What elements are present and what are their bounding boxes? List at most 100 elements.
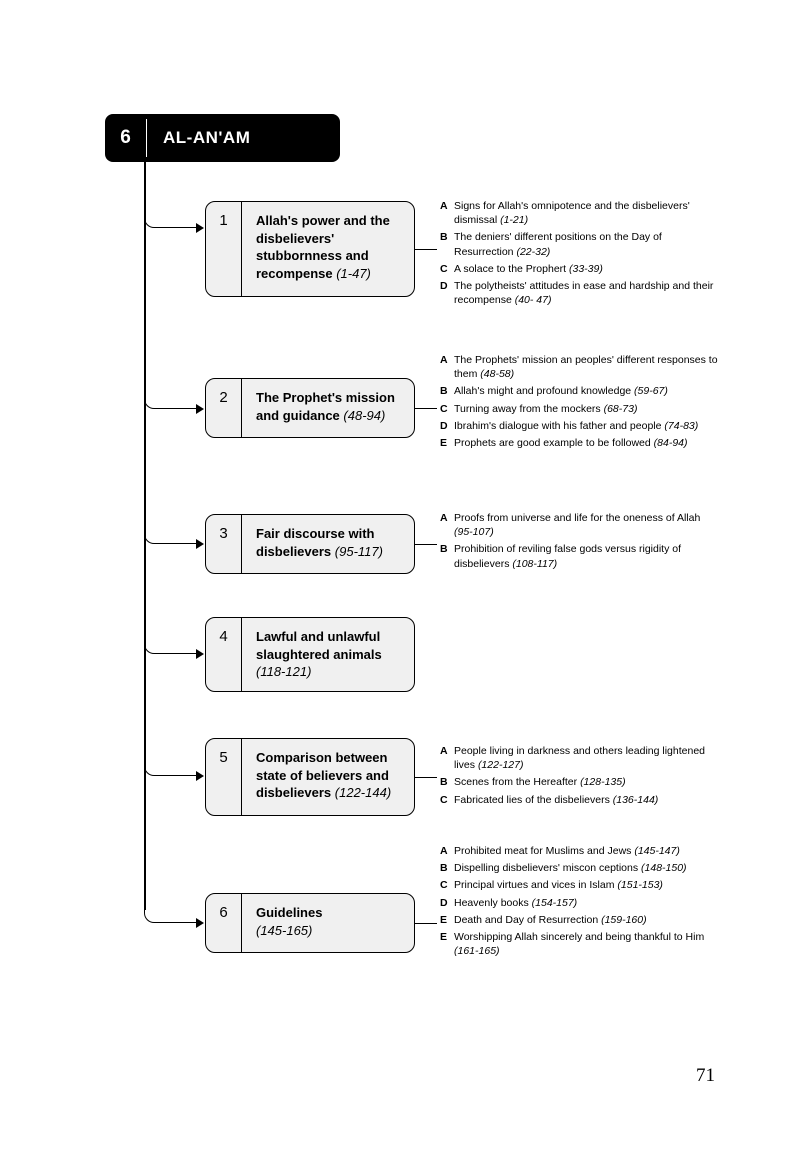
sub-range: (159-160) [601,914,647,926]
sub-letter: A [440,199,454,227]
sub-text: The polytheists' attitudes in ease and h… [454,279,720,307]
arrow-icon [196,771,204,781]
section-range: (1-47) [336,266,371,281]
section-box: 5Comparison between state of believers a… [205,738,415,816]
sub-item: CPrincipal virtues and vices in Islam (1… [440,878,720,892]
sub-list: AProofs from universe and life for the o… [440,511,720,574]
arrow-icon [196,539,204,549]
section-range: (48-94) [343,408,385,423]
sub-text: The deniers' different positions on the … [454,230,720,258]
section-number: 4 [206,618,242,691]
sub-item: AProhibited meat for Muslims and Jews (1… [440,844,720,858]
sub-text: Death and Day of Resurrection (159-160) [454,913,720,927]
branch-connector [144,762,198,776]
sub-text: The Prophets' mission an peoples' differ… [454,353,720,381]
sub-connector [415,777,437,778]
section-range: (122-144) [335,785,391,800]
section-title: Fair discourse with disbelievers (95-117… [242,515,414,573]
page-number: 71 [696,1065,715,1087]
sub-list: AThe Prophets' mission an peoples' diffe… [440,353,720,453]
section-box: 4Lawful and unlawful slaughtered animals… [205,617,415,692]
sub-item: DThe polytheists' attitudes in ease and … [440,279,720,307]
chapter-number: 6 [105,119,147,157]
sub-range: (22-32) [516,246,550,258]
sub-letter: C [440,402,454,416]
sub-item: BScenes from the Hereafter (128-135) [440,775,720,789]
sub-letter: B [440,542,454,570]
sub-connector [415,408,437,409]
sub-text: Signs for Allah's omnipotence and the di… [454,199,720,227]
sub-text: Prophets are good example to be followed… [454,436,720,450]
branch-connector [144,909,198,923]
section-box: 6Guidelines (145-165) [205,893,415,953]
branch-connector [144,214,198,228]
section-number: 2 [206,379,242,437]
sub-item: ASigns for Allah's omnipotence and the d… [440,199,720,227]
sub-letter: C [440,878,454,892]
sub-item: BDispelling disbelievers' miscon ception… [440,861,720,875]
sub-item: EWorshipping Allah sincerely and being t… [440,930,720,958]
sub-text: Worshipping Allah sincerely and being th… [454,930,720,958]
sub-range: (95-107) [454,526,494,538]
sub-text: Ibrahim's dialogue with his father and p… [454,419,720,433]
chapter-header: 6 AL-AN'AM [105,114,340,162]
sub-range: (48-58) [480,368,514,380]
sub-letter: D [440,279,454,307]
sub-connector [415,544,437,545]
sub-text: Allah's might and profound knowledge (59… [454,384,720,398]
sub-item: EDeath and Day of Resurrection (159-160) [440,913,720,927]
section-number: 6 [206,894,242,952]
sub-text: Prohibited meat for Muslims and Jews (14… [454,844,720,858]
arrow-icon [196,649,204,659]
sub-item: AThe Prophets' mission an peoples' diffe… [440,353,720,381]
sub-text: Dispelling disbelievers' miscon ceptions… [454,861,720,875]
sub-item: AProofs from universe and life for the o… [440,511,720,539]
sub-item: DIbrahim's dialogue with his father and … [440,419,720,433]
sub-text: Principal virtues and vices in Islam (15… [454,878,720,892]
sub-item: BAllah's might and profound knowledge (5… [440,384,720,398]
sub-item: DHeavenly books (154-157) [440,896,720,910]
sub-letter: A [440,511,454,539]
sub-range: (68-73) [604,403,638,415]
sub-connector [415,249,437,250]
branch-connector [144,530,198,544]
section-number: 3 [206,515,242,573]
chapter-title: AL-AN'AM [147,128,250,148]
sub-list: AProhibited meat for Muslims and Jews (1… [440,844,720,961]
arrow-icon [196,918,204,928]
sub-range: (136-144) [613,794,659,806]
sub-range: (59-67) [634,385,668,397]
sub-range: (74-83) [664,420,698,432]
sub-letter: A [440,844,454,858]
section-number: 1 [206,202,242,296]
section-number: 5 [206,739,242,815]
section-title: Lawful and unlawful slaughtered animals … [242,618,414,691]
sub-letter: E [440,436,454,450]
sub-text: Heavenly books (154-157) [454,896,720,910]
sub-letter: C [440,262,454,276]
sub-item: BProhibition of reviling false gods vers… [440,542,720,570]
sub-range: (33-39) [569,263,603,275]
sub-letter: B [440,230,454,258]
section-range: (95-117) [335,544,383,559]
sub-letter: B [440,861,454,875]
sub-text: Scenes from the Hereafter (128-135) [454,775,720,789]
section-range: (145-165) [256,923,312,938]
section-box: 2The Prophet's mission and guidance (48-… [205,378,415,438]
sub-item: CTurning away from the mockers (68-73) [440,402,720,416]
sub-item: APeople living in darkness and others le… [440,744,720,772]
sub-text: Turning away from the mockers (68-73) [454,402,720,416]
branch-connector [144,640,198,654]
sub-range: (84-94) [654,437,688,449]
section-box: 1Allah's power and the disbelievers' stu… [205,201,415,297]
sub-text: Prohibition of reviling false gods versu… [454,542,720,570]
sub-range: (145-147) [634,845,680,857]
sub-text: A solace to the Prophert (33-39) [454,262,720,276]
sub-text: Proofs from universe and life for the on… [454,511,720,539]
arrow-icon [196,223,204,233]
sub-item: CFabricated lies of the disbelievers (13… [440,793,720,807]
sub-range: (151-153) [617,879,663,891]
section-title: Allah's power and the disbelievers' stub… [242,202,414,296]
section-title: Guidelines (145-165) [242,894,334,952]
section-title: The Prophet's mission and guidance (48-9… [242,379,414,437]
